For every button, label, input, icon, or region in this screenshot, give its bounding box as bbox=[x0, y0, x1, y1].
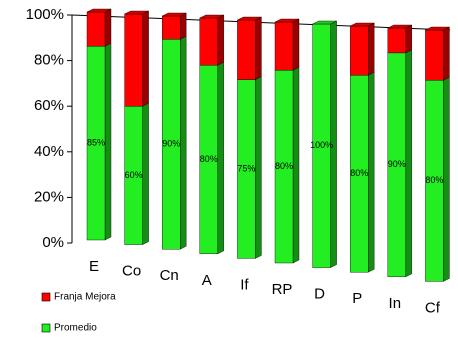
bar-segment bbox=[425, 29, 444, 81]
bar-side bbox=[255, 16, 262, 80]
bar-side bbox=[292, 18, 300, 71]
x-tick-label: P bbox=[352, 290, 362, 307]
y-tick-label: 100% bbox=[26, 6, 64, 23]
value-label: 100% bbox=[310, 140, 333, 150]
value-label: 90% bbox=[162, 139, 180, 149]
bar-top bbox=[312, 20, 337, 25]
bar-segment bbox=[274, 21, 294, 71]
bar-top bbox=[237, 16, 262, 21]
bar-top bbox=[274, 18, 300, 23]
value-label: 80% bbox=[200, 154, 218, 164]
bar-side bbox=[292, 66, 300, 264]
value-label: 80% bbox=[350, 168, 368, 178]
y-tick-label: 40% bbox=[34, 143, 64, 160]
bar-segment bbox=[199, 17, 219, 66]
value-label: 80% bbox=[425, 175, 443, 185]
x-tick-label: If bbox=[240, 276, 249, 293]
bar-segment bbox=[86, 11, 106, 47]
bar-side bbox=[142, 10, 149, 107]
y-tick-label: 20% bbox=[34, 188, 64, 205]
value-label: 90% bbox=[388, 159, 406, 169]
bar-side bbox=[405, 24, 412, 54]
bar-segment bbox=[237, 19, 256, 80]
legend-label: Promedio bbox=[54, 323, 97, 334]
bar-side bbox=[104, 42, 112, 241]
value-label: 85% bbox=[87, 137, 105, 147]
bar-side bbox=[443, 26, 450, 81]
bar-side bbox=[443, 76, 450, 282]
x-tick-label: Cn bbox=[160, 267, 179, 284]
legend-swatch bbox=[41, 292, 51, 302]
bar-top bbox=[162, 12, 187, 17]
x-tick-label: D bbox=[314, 286, 325, 303]
bar-top bbox=[387, 24, 412, 29]
x-tick-label: In bbox=[389, 295, 402, 312]
bar-segment bbox=[350, 25, 369, 76]
bar-side bbox=[217, 14, 225, 66]
bar-side bbox=[179, 35, 187, 250]
bar-side bbox=[255, 76, 262, 259]
value-label: 80% bbox=[275, 161, 293, 171]
bar-segment bbox=[161, 15, 181, 40]
x-tick-label: A bbox=[202, 272, 212, 289]
bar-side bbox=[104, 8, 112, 47]
bar-top bbox=[199, 14, 224, 19]
value-label: 60% bbox=[125, 170, 143, 180]
bar-side bbox=[405, 49, 412, 278]
legend-label: Franja Mejora bbox=[54, 292, 116, 303]
bar-side bbox=[368, 22, 375, 76]
x-tick-label: Cf bbox=[425, 299, 441, 316]
bar-side bbox=[179, 12, 187, 40]
bar-top bbox=[350, 22, 375, 27]
x-tick-label: Co bbox=[122, 263, 141, 280]
x-tick-label: E bbox=[89, 258, 99, 275]
value-label: 75% bbox=[237, 163, 255, 173]
bar-side bbox=[217, 61, 225, 255]
bar-top bbox=[425, 26, 450, 31]
y-tick-label: 80% bbox=[34, 52, 64, 69]
bar-side bbox=[142, 102, 149, 245]
bar-side bbox=[368, 71, 375, 273]
bar-segment bbox=[124, 13, 143, 107]
y-tick-label: 60% bbox=[34, 97, 64, 114]
legend-swatch bbox=[41, 323, 51, 333]
y-tick-label: 0% bbox=[42, 234, 64, 251]
x-tick-label: RP bbox=[272, 281, 293, 298]
bar-top bbox=[124, 10, 149, 15]
bar-segment bbox=[387, 27, 406, 54]
bar-top bbox=[86, 8, 112, 13]
